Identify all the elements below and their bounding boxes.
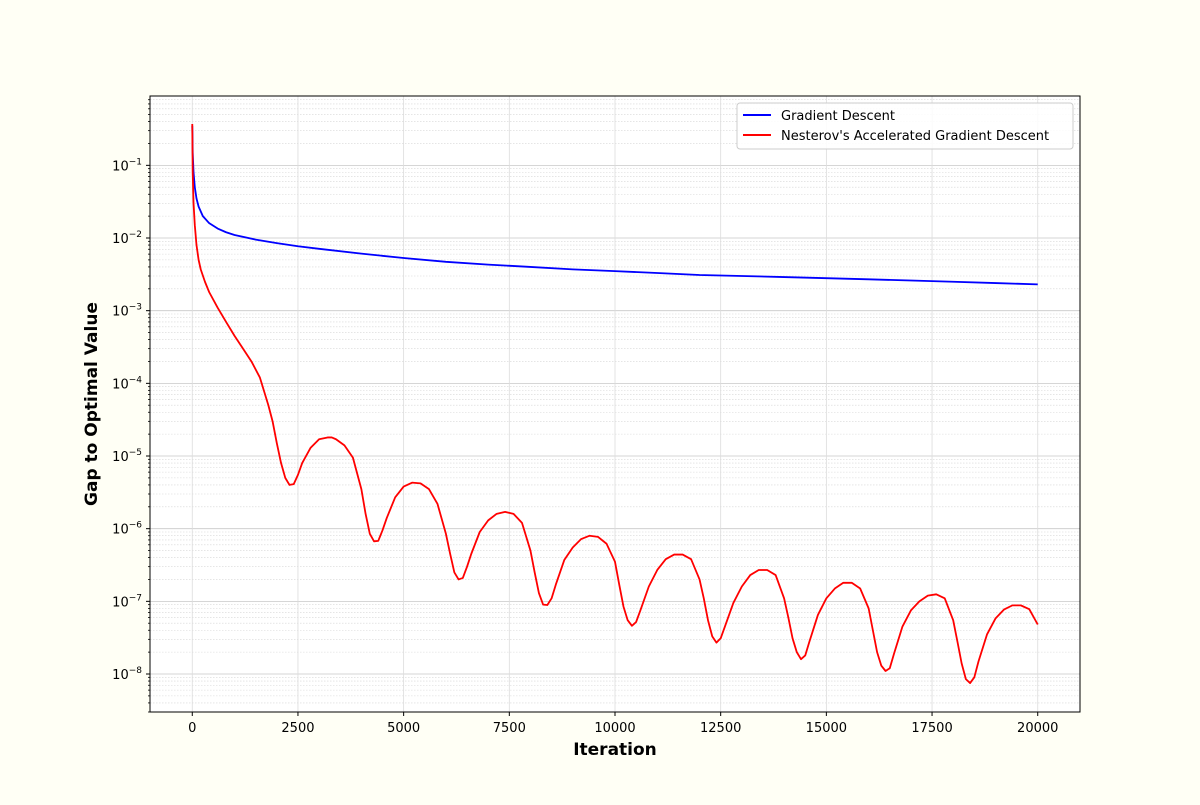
x-tick-label: 12500 <box>700 721 741 736</box>
x-tick-label: 17500 <box>911 721 952 736</box>
legend-box <box>736 102 1074 150</box>
series-line-nesterov <box>191 124 1039 684</box>
x-axis-ticks: 0 2500 5000 7500 10000 12500 15000 17500 20000 <box>188 712 1058 736</box>
y-tick-label: 10−3 <box>112 303 142 320</box>
x-tick-label: 2500 <box>281 721 314 736</box>
legend-label-nesterov: Nesterov's Accelerated Gradient Descent <box>781 129 1049 144</box>
x-tick-label: 7500 <box>493 721 526 736</box>
x-tick-label: 20000 <box>1017 721 1058 736</box>
y-axis-label: Gap to Optimal Value <box>82 302 102 506</box>
y-tick-label: 10−5 <box>112 448 142 465</box>
x-tick-label: 5000 <box>387 721 420 736</box>
legend: Gradient Descent Nesterov's Accelerated … <box>736 102 1074 150</box>
x-tick-label: 15000 <box>806 721 847 736</box>
legend-label-gradient-descent: Gradient Descent <box>781 109 895 124</box>
y-tick-label: 10−2 <box>112 230 142 247</box>
x-tick-label: 0 <box>188 721 196 736</box>
y-tick-label: 10−7 <box>112 593 142 610</box>
x-tick-label: 10000 <box>594 721 635 736</box>
series-lines <box>191 124 1039 684</box>
y-tick-label: 10−4 <box>112 375 142 392</box>
y-tick-label: 10−1 <box>112 157 142 174</box>
x-axis-label: Iteration <box>573 740 657 760</box>
y-tick-label: 10−8 <box>112 666 142 683</box>
y-tick-label: 10−6 <box>112 521 142 538</box>
y-axis-ticks: 10−8 10−7 10−6 10−5 10−4 10−3 10−2 10−1 <box>112 99 150 713</box>
series-line-gradient-descent <box>191 125 1038 286</box>
